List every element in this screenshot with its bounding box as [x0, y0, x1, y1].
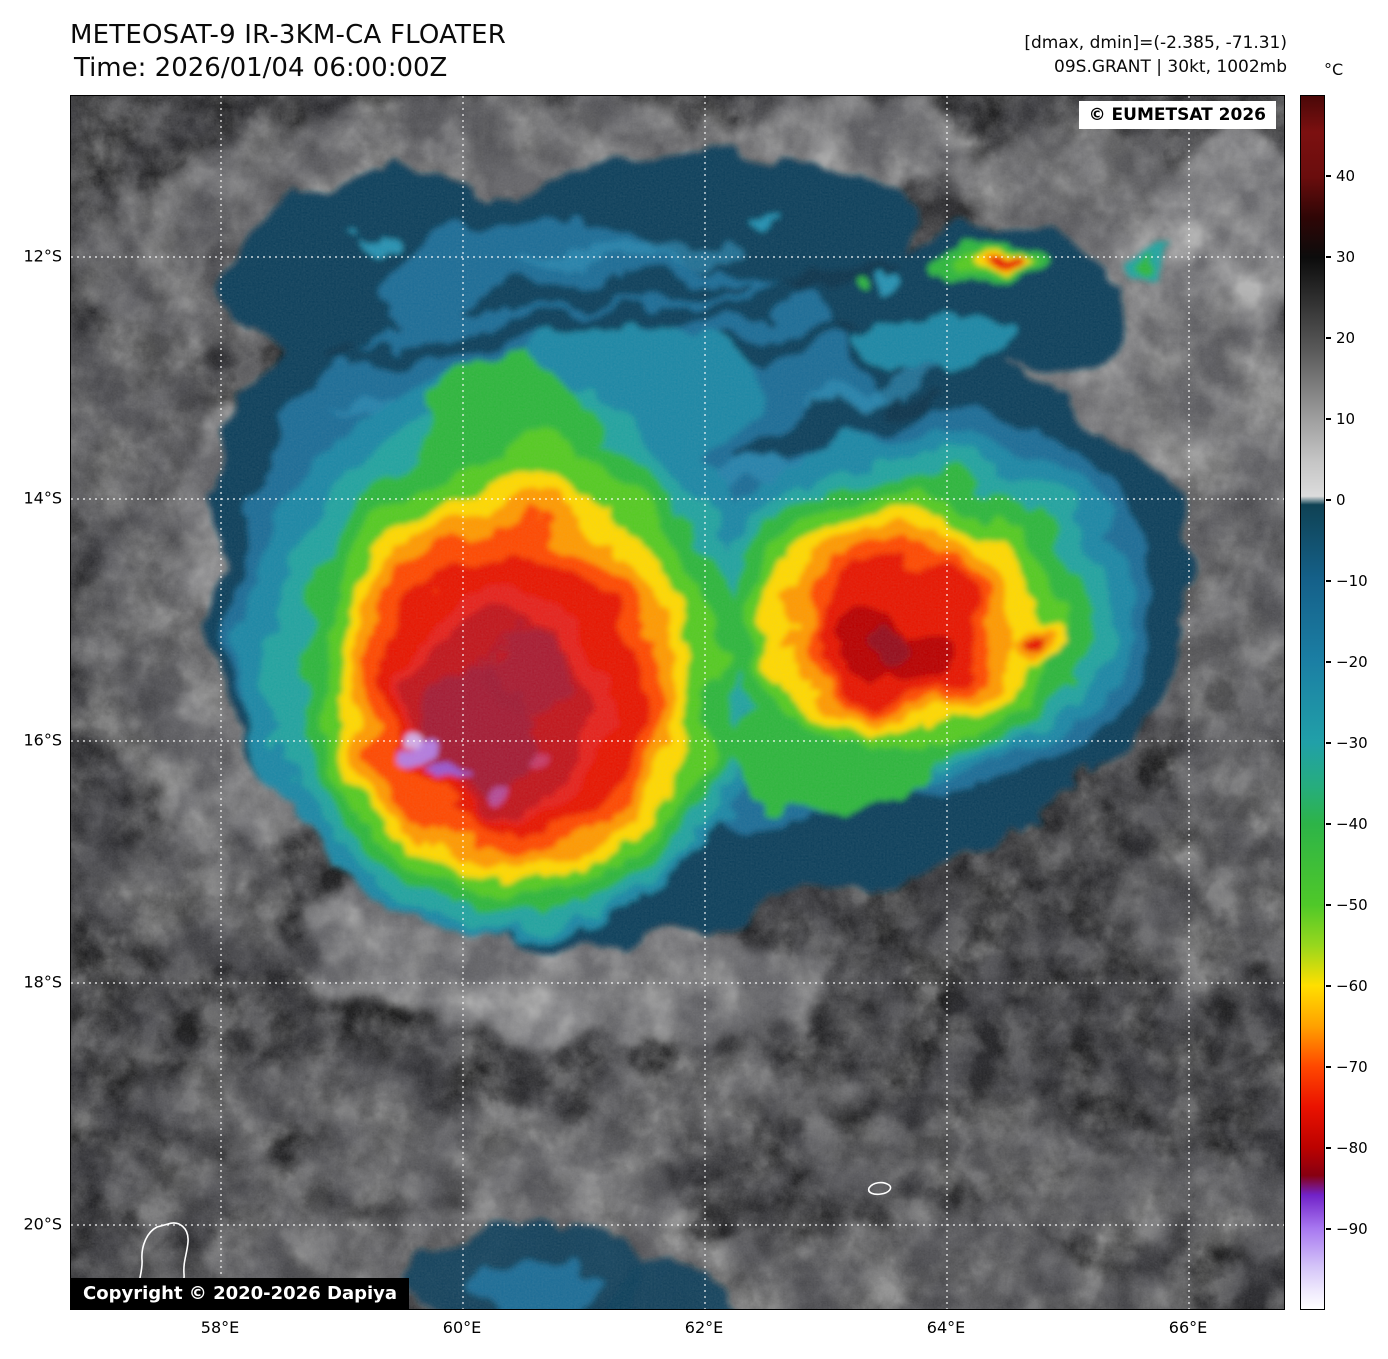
colorbar-tick-mark: [1326, 499, 1331, 501]
colorbar-tick-mark: [1326, 256, 1331, 258]
lon-tick-label: 58°E: [200, 1318, 240, 1337]
colorbar-tick-label: −60: [1336, 977, 1368, 995]
colorbar: [1300, 95, 1325, 1310]
colorbar-tick-mark: [1326, 742, 1331, 744]
colorbar-tick-mark: [1326, 1228, 1331, 1230]
colorbar-tick-mark: [1326, 337, 1331, 339]
colorbar-tick-label: 10: [1336, 410, 1356, 428]
lat-tick-label: 20°S: [23, 1214, 62, 1234]
page-title: METEOSAT-9 IR-3KM-CA FLOATER: [70, 20, 507, 50]
colorbar-tick-mark: [1326, 1147, 1331, 1149]
colorbar-tick-mark: [1326, 985, 1331, 987]
colorbar-tick-label: −50: [1336, 896, 1368, 914]
colorbar-tick-label: 30: [1336, 248, 1356, 266]
small-island-coastline: [867, 1181, 892, 1196]
colorbar-tick-mark: [1326, 175, 1331, 177]
colorbar-unit-label: °C: [1324, 60, 1344, 79]
colorbar-tick-mark: [1326, 1066, 1331, 1068]
eumetsat-badge: © EUMETSAT 2026: [1078, 101, 1276, 129]
lat-tick-label: 16°S: [23, 730, 62, 750]
dmax-dmin-label: [dmax, dmin]=(-2.385, -71.31): [1024, 33, 1287, 53]
colorbar-tick-mark: [1326, 661, 1331, 663]
colorbar-tick-label: −40: [1336, 815, 1368, 833]
header-right: [dmax, dmin]=(-2.385, -71.31) 09S.GRANT …: [1024, 31, 1287, 79]
colorbar-tick-mark: [1326, 580, 1331, 582]
colorbar-tick-label: −30: [1336, 734, 1368, 752]
colorbar-tick-mark: [1326, 418, 1331, 420]
colorbar-tick-label: −20: [1336, 653, 1368, 671]
lon-tick-label: 62°E: [684, 1318, 724, 1337]
colorbar-tick-mark: [1326, 823, 1331, 825]
colorbar-tick-mark: [1326, 904, 1331, 906]
satellite-image: [71, 96, 1284, 1309]
colorbar-tick-label: −70: [1336, 1058, 1368, 1076]
colorbar-tick-label: −80: [1336, 1139, 1368, 1157]
lat-tick-label: 14°S: [23, 488, 62, 508]
lat-tick-label: 12°S: [23, 246, 62, 266]
colorbar-tick-label: 20: [1336, 329, 1356, 347]
lat-tick-label: 18°S: [23, 972, 62, 992]
lon-tick-label: 66°E: [1168, 1318, 1208, 1337]
colorbar-tick-label: −90: [1336, 1220, 1368, 1238]
copyright-badge: Copyright © 2020-2026 Dapiya: [71, 1278, 410, 1309]
satellite-plot: © EUMETSAT 2026 Copyright © 2020-2026 Da…: [70, 95, 1285, 1310]
colorbar-tick-label: 40: [1336, 167, 1356, 185]
colorbar-tick-label: 0: [1336, 491, 1346, 509]
time-label: Time: 2026/01/04 06:00:00Z: [74, 53, 448, 83]
gridlines: [71, 96, 1284, 1309]
lon-tick-label: 64°E: [926, 1318, 966, 1337]
colorbar-tick-label: −10: [1336, 572, 1368, 590]
lon-tick-label: 60°E: [442, 1318, 482, 1337]
storm-info-label: 09S.GRANT | 30kt, 1002mb: [1054, 57, 1287, 77]
